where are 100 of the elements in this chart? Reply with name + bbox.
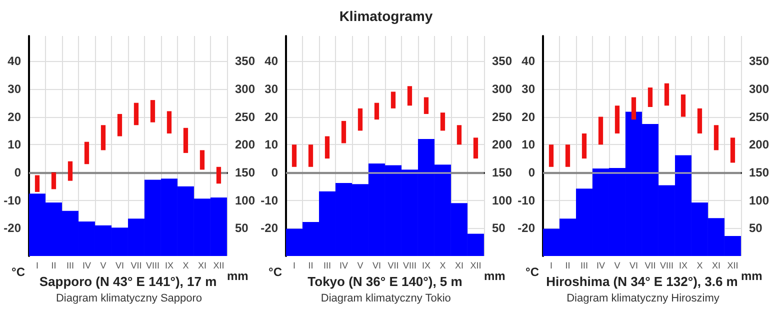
y-tick-label: -20 — [4, 221, 22, 236]
x-tick-label: VIII — [146, 260, 160, 270]
y-axis-title: °C — [526, 265, 540, 279]
bar — [183, 128, 188, 153]
bar — [730, 138, 736, 163]
y2-tick-label: 50 — [492, 221, 506, 236]
text: Diagram klimatyczny Tokio — [320, 292, 451, 304]
y-tick-label: 0 — [14, 165, 22, 180]
y2-tick-label: 300 — [234, 82, 256, 96]
y2-tick-label: 150 — [234, 165, 256, 180]
x-tick-label: VII — [130, 260, 142, 270]
x-tick-label: I — [292, 260, 296, 270]
y2-tick-label: 250 — [748, 110, 770, 124]
y-tick-label: 10 — [264, 138, 278, 152]
bar — [84, 142, 90, 164]
y-tick-label: 20 — [522, 110, 536, 124]
bar — [324, 136, 330, 159]
x-tick-label: VII — [644, 260, 656, 270]
bar — [34, 175, 40, 192]
x-axis-title: Tokyo (N 36° E 140°), 5 m — [308, 274, 462, 289]
bar — [390, 92, 396, 108]
bar — [631, 97, 636, 120]
bar — [68, 161, 73, 181]
y2-tick-label: 150 — [492, 165, 512, 180]
x-tick-label: IV — [339, 260, 348, 270]
bar — [680, 94, 686, 117]
y-tick-label: 0 — [271, 165, 278, 180]
x-tick-label: X — [696, 260, 703, 270]
x-tick-label: IV — [596, 260, 605, 270]
x-tick-label: I — [550, 260, 553, 270]
x-tick-label: VI — [372, 260, 381, 270]
x-tick-label: XI — [198, 260, 206, 270]
x-tick-label: XII — [727, 260, 738, 270]
y-tick-label: -10 — [518, 193, 536, 208]
bar — [697, 108, 702, 134]
x-tick-label: V — [614, 260, 620, 270]
y2-tick-label: 350 — [748, 54, 770, 68]
bar — [358, 108, 363, 131]
y2-tick-label: 150 — [748, 165, 770, 180]
bar — [100, 125, 106, 150]
x-tick-label: XII — [213, 260, 224, 270]
bar — [473, 138, 478, 159]
bar — [565, 144, 570, 167]
y-axis-title: °C — [12, 265, 26, 279]
y2-tick-label: 300 — [748, 82, 770, 96]
y2-tick-label: 250 — [492, 110, 512, 124]
bar — [714, 125, 719, 150]
x-tick-label: IX — [422, 260, 430, 270]
x-tick-label: VIII — [660, 260, 674, 270]
y-tick-label: 30 — [264, 82, 278, 96]
y-tick-label: -10 — [260, 193, 278, 208]
y-tick-label: -20 — [260, 221, 278, 236]
x-tick-label: IX — [678, 260, 688, 270]
bar — [648, 88, 653, 108]
y2-tick-label: 350 — [492, 54, 512, 68]
bar — [292, 144, 297, 167]
bar — [134, 102, 139, 126]
x-tick-label: XI — [454, 260, 464, 270]
bar — [216, 166, 222, 184]
bar — [440, 112, 446, 131]
x-tick-label: II — [565, 260, 570, 270]
bar — [548, 144, 554, 167]
bar — [424, 97, 429, 114]
x-tick-label: III — [580, 260, 588, 270]
x-tick-label: VII — [388, 260, 399, 270]
y2-tick-label: 350 — [234, 54, 256, 68]
y2-axis-title: mm — [740, 268, 762, 283]
y2-tick-label: 50 — [234, 221, 249, 236]
x-tick-label: X — [182, 260, 189, 270]
y2-tick-label: 100 — [234, 193, 256, 208]
x-tick-label: V — [357, 260, 364, 270]
bar — [150, 100, 156, 122]
x-tick-label: III — [323, 260, 332, 270]
y-tick-label: 40 — [522, 54, 536, 68]
text: Diagram klimatyczny Sapporo — [56, 292, 202, 304]
y2-tick-label: 300 — [492, 82, 512, 96]
bar — [407, 86, 412, 106]
y-tick-label: 10 — [8, 138, 22, 152]
bar — [374, 102, 380, 120]
y2-tick-label: 50 — [748, 221, 763, 236]
chart-title: Klimatogramy — [338, 8, 434, 24]
text: Diagram klimatyczny Hiroszimy — [566, 292, 720, 304]
y-axis-title: °C — [268, 265, 282, 279]
x-tick-label: VI — [629, 260, 638, 270]
x-tick-label: I — [36, 260, 39, 270]
bar — [456, 125, 462, 145]
y2-tick-label: 250 — [234, 110, 256, 124]
x-tick-label: V — [100, 260, 106, 270]
y2-axis-title: mm — [484, 268, 506, 283]
bar — [664, 83, 670, 106]
y-tick-label: 20 — [264, 110, 278, 124]
y-tick-label: 40 — [8, 54, 22, 68]
bar — [598, 116, 604, 145]
y2-tick-label: 100 — [492, 193, 512, 208]
y2-tick-label: 200 — [234, 138, 256, 152]
x-tick-label: VI — [115, 260, 124, 270]
x-axis-title: Hiroshima (N 34° E 132°), 3.6 m — [546, 274, 738, 289]
bar — [308, 144, 314, 167]
bar — [614, 106, 620, 134]
x-tick-label: III — [66, 260, 74, 270]
